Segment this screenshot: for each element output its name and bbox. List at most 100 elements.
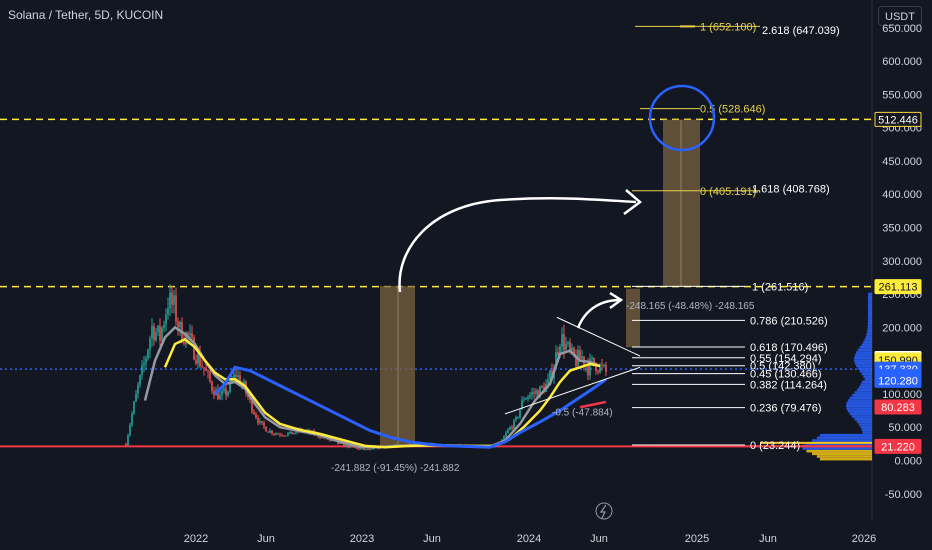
candle-body [279, 434, 281, 436]
candle-body [257, 417, 259, 423]
volume-bar [847, 409, 872, 413]
volume-bar [852, 415, 872, 418]
candle-body [527, 397, 529, 399]
volume-bar [867, 319, 872, 322]
candle-body [159, 325, 161, 341]
candle-body [603, 364, 605, 366]
candle-body [261, 421, 263, 423]
candle-body [283, 435, 285, 437]
volume-bar [861, 343, 872, 346]
fib-level-label: 0.382 (114.264) [750, 379, 827, 391]
volume-bar [857, 348, 872, 352]
candle-body [591, 357, 593, 359]
candle-body [209, 371, 211, 382]
ma-yellow-line [163, 337, 601, 449]
fib-level-label: 0.55 (154.294) [750, 353, 822, 365]
candle-body [191, 333, 193, 338]
price-tag [874, 372, 922, 388]
candle-body [523, 399, 525, 401]
candle-body [243, 381, 245, 384]
x-tick-label: 2025 [685, 533, 709, 545]
candle-body [567, 342, 569, 344]
price-tag-label: 120.280 [878, 375, 918, 387]
candle-body [515, 417, 517, 420]
candle-body [329, 439, 331, 441]
measure-label: -248.165 (-48.48%) -248.165 [626, 301, 755, 312]
candle-body [605, 364, 607, 372]
volume-bar [864, 338, 872, 341]
forecast-arrowhead [623, 189, 642, 215]
lightning-icon-ring [595, 502, 613, 520]
candle-body [267, 431, 269, 433]
y-tick-label: 50.000 [888, 422, 922, 434]
candle-body [529, 394, 531, 398]
candle-body [563, 334, 565, 350]
currency-selector[interactable]: USDT [878, 6, 922, 26]
candle-body [355, 447, 357, 449]
candle-body [579, 350, 581, 359]
candle-body [147, 349, 149, 359]
candle-body [519, 409, 521, 418]
ma-blue-line [213, 365, 607, 449]
candle-body [233, 374, 235, 381]
candle-body [219, 395, 221, 400]
y-tick-label: 450.000 [882, 156, 922, 168]
candle-body [203, 367, 205, 369]
candle-body [575, 356, 577, 366]
candle-body [503, 436, 505, 440]
forecast-arrow [398, 197, 637, 293]
volume-bar [867, 330, 872, 333]
volume-bar [863, 340, 872, 344]
y-tick-label: 400.000 [882, 189, 922, 201]
volume-bar [867, 322, 872, 325]
candle-body [505, 432, 507, 437]
fib-level-label: 0.5 (142.380) [750, 361, 815, 373]
volume-bar [867, 308, 872, 312]
candle-body [235, 374, 237, 377]
candle-body [207, 370, 209, 372]
volume-bar [856, 351, 872, 354]
volume-bar [861, 372, 872, 376]
volume-bar [860, 383, 872, 386]
candle-body [533, 392, 535, 394]
volume-bar [816, 436, 872, 440]
volume-bar [857, 367, 872, 370]
candle-body [129, 425, 131, 436]
candle-body [167, 308, 169, 315]
volume-bar [819, 457, 872, 461]
candle-body [561, 334, 563, 347]
candle-body [293, 432, 295, 435]
candle-body [141, 365, 143, 376]
measure-label: -0.5 (-47.884) [552, 408, 613, 419]
price-tag-label: 21.220 [881, 441, 915, 453]
candle-body [357, 448, 359, 450]
candle-body [229, 381, 231, 392]
volume-bar [847, 399, 872, 402]
candle-body [183, 342, 185, 344]
candle-body [367, 448, 369, 450]
volume-bar [863, 375, 872, 378]
volume-bar [862, 431, 872, 434]
candle-body [139, 375, 141, 385]
volume-bar [861, 380, 872, 384]
candle-body [237, 375, 239, 377]
volume-bar [868, 295, 872, 299]
candle-body [595, 362, 597, 371]
volume-bar [867, 303, 872, 306]
candle-body [127, 435, 129, 446]
volume-bar [846, 407, 872, 410]
price-tag-label: 512.446 [878, 114, 918, 126]
volume-bar [849, 396, 872, 400]
candle-body [541, 386, 543, 388]
projection-box [626, 288, 640, 348]
y-tick-label: 100.000 [882, 389, 922, 401]
candle-body [597, 370, 599, 373]
candle-body [177, 321, 179, 328]
candle-body [231, 380, 233, 382]
candle-body [343, 443, 345, 447]
red-marker-line [579, 400, 607, 409]
candle-body [185, 332, 187, 344]
y-tick-label: 300.000 [882, 256, 922, 268]
candle-body [251, 399, 253, 412]
